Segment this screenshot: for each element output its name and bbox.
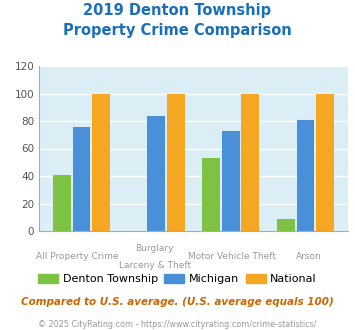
Text: All Property Crime: All Property Crime [37,252,119,261]
Bar [53,175,71,231]
Bar [316,93,334,231]
Bar [92,93,110,231]
Text: Burglary: Burglary [136,244,174,253]
Bar [241,93,259,231]
Text: Arson: Arson [296,252,322,261]
Bar [166,93,185,231]
Text: 2019 Denton Township
Property Crime Comparison: 2019 Denton Township Property Crime Comp… [63,3,292,38]
Text: Motor Vehicle Theft: Motor Vehicle Theft [188,252,276,261]
Bar [222,131,240,231]
Bar [147,115,165,231]
Text: Larceny & Theft: Larceny & Theft [119,261,191,270]
Bar [202,158,220,231]
Bar [277,218,295,231]
Text: Compared to U.S. average. (U.S. average equals 100): Compared to U.S. average. (U.S. average … [21,297,334,307]
Bar [72,126,91,231]
Bar [296,120,315,231]
Legend: Denton Township, Michigan, National: Denton Township, Michigan, National [34,270,321,289]
Text: © 2025 CityRating.com - https://www.cityrating.com/crime-statistics/: © 2025 CityRating.com - https://www.city… [38,320,317,329]
